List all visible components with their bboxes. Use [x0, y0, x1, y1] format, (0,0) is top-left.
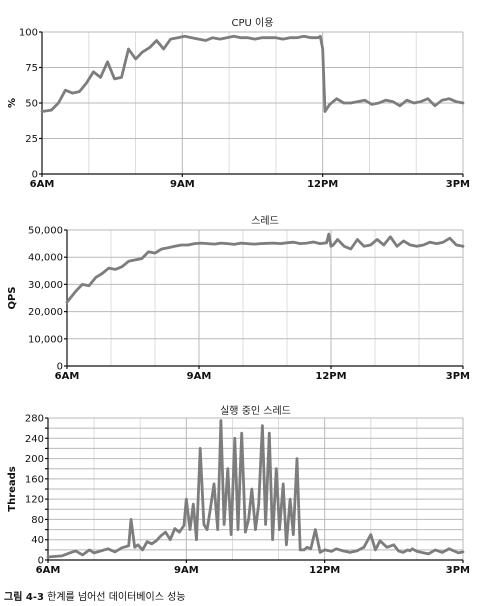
- x-tick-label: 9AM: [174, 565, 199, 576]
- y-axis-label: QPS: [7, 286, 18, 309]
- x-tick-label: 3PM: [446, 565, 470, 576]
- figure-caption-text: 한계를 넘어선 데이터베이스 성능: [43, 592, 186, 603]
- y-tick-label: 100: [19, 28, 38, 39]
- y-tick-label: 200: [25, 454, 44, 465]
- x-tick-label: 12PM: [309, 565, 340, 576]
- y-tick-label: 10,000: [28, 334, 63, 345]
- y-tick-label: 120: [25, 495, 44, 506]
- y-axis-label: Threads: [7, 466, 18, 512]
- chart-2: 0 10,000 20,000 30,000 40,000 50,000 6AM 9AM 12P…: [7, 215, 470, 382]
- y-tick-label: 80: [31, 515, 44, 526]
- y-tick-label: 40: [31, 535, 44, 546]
- x-tick-label: 6AM: [36, 565, 61, 576]
- y-tick-label: 75: [25, 63, 38, 74]
- y-axis-label: %: [7, 98, 18, 108]
- x-tick-label: 3PM: [446, 371, 470, 382]
- y-tick-label: 20,000: [28, 307, 63, 318]
- chart-title: CPU 이용: [232, 17, 274, 29]
- y-tick-label: 30,000: [28, 280, 63, 291]
- y-tick-label: 0: [57, 362, 63, 373]
- series-line: [65, 232, 465, 304]
- x-tick-label: 3PM: [446, 179, 470, 190]
- figure-caption-label: 그림 4-3: [4, 592, 44, 603]
- x-tick-label: 12PM: [307, 179, 338, 190]
- y-tick-label: 280: [25, 414, 44, 425]
- series-line: [40, 34, 465, 113]
- x-tick-label: 9AM: [187, 371, 212, 382]
- series-line: [46, 419, 465, 559]
- chart-title: 실행 중인 스레드: [220, 405, 291, 417]
- x-tick-label: 12PM: [315, 371, 346, 382]
- y-tick-label: 50: [25, 99, 38, 110]
- y-tick-label: 50,000: [28, 226, 63, 237]
- y-tick-label: 40,000: [28, 253, 63, 264]
- x-tick-label: 6AM: [55, 371, 80, 382]
- figure-caption: 그림 4-3 한계를 넘어선 데이터베이스 성능: [4, 588, 185, 603]
- x-tick-label: 9AM: [170, 179, 195, 190]
- y-tick-label: 240: [25, 434, 44, 445]
- chart-title: 스레드: [251, 215, 279, 227]
- chart-1: 0 25 50 75 100 6AM 9AM 12PM 3PM CPU 이용%: [7, 17, 470, 190]
- y-tick-label: 25: [25, 134, 38, 145]
- y-tick-label: 160: [25, 474, 44, 485]
- y-tick-label: 0: [32, 170, 38, 181]
- y-tick-label: 0: [38, 556, 44, 567]
- x-tick-label: 6AM: [30, 179, 55, 190]
- chart-3: 0 40 80 120 160 200 240 280 6AM 9AM 12PM 3PM 실행 중인 스…: [7, 405, 470, 576]
